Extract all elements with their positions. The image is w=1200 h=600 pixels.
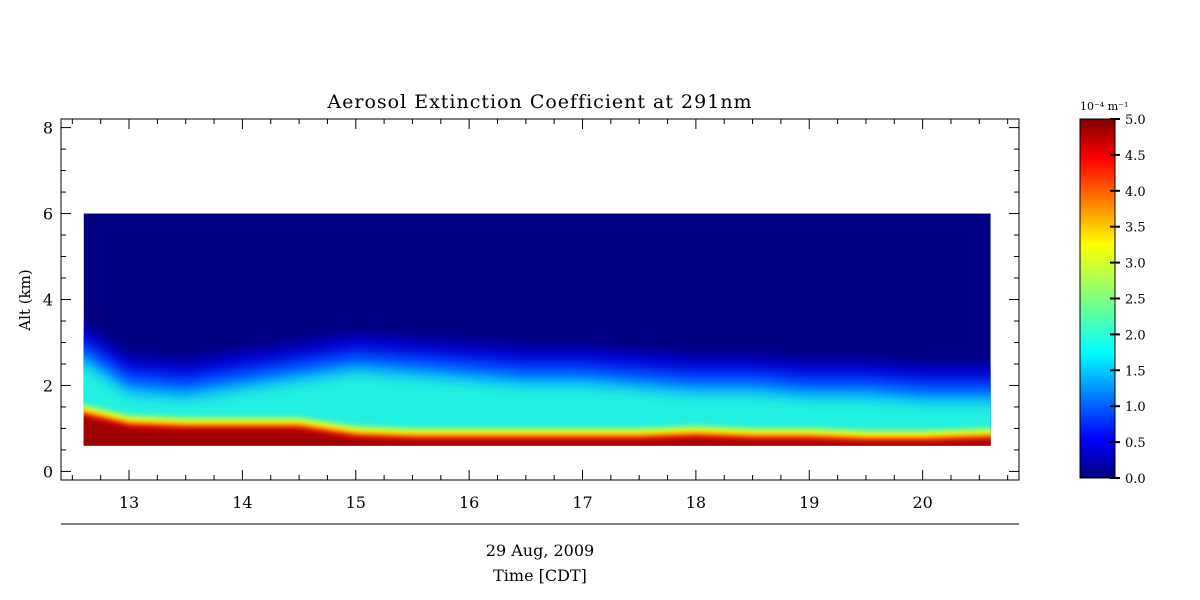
colorbar-tick-label: 2.5 [1125,293,1146,308]
x-tick-label: 14 [232,493,252,512]
colorbar-tick-label: 4.5 [1125,149,1146,164]
colorbar-tick-label: 3.5 [1125,221,1146,236]
y-tick-label: 4 [43,291,53,310]
colorbar-gradient [1079,118,1116,479]
colorbar-tick-label: 1.5 [1125,364,1146,379]
colorbar-unit-label: 10⁻⁴ m⁻¹ [1080,100,1128,113]
y-axis-label: Alt (km) [16,269,34,331]
x-tick-label: 19 [799,493,819,512]
colorbar-tick-label: 3.0 [1125,257,1146,272]
colorbar: 10⁻⁴ m⁻¹ 0.0 0.5 1.0 1.5 2.0 2.5 3.0 3.5 4.0 4.5 5… [1079,100,1146,487]
date-label: 29 Aug, 2009 [486,541,594,560]
heatmap-band-darkred [83,417,991,446]
colorbar-tick-label: 4.0 [1125,185,1146,200]
y-tick-label: 0 [43,462,53,481]
heatmap-field [83,213,991,446]
x-axis-label: Time [CDT] [493,566,587,585]
colorbar-tick-label: 2.0 [1125,328,1146,343]
x-tick-label: 13 [119,493,139,512]
colorbar-tick-label: 5.0 [1125,113,1146,128]
chart-title: Aerosol Extinction Coefficient at 291nm [326,91,752,113]
colorbar-tick-label: 1.0 [1125,400,1146,415]
x-tick-label: 15 [346,493,366,512]
y-tick-label: 8 [43,119,53,138]
x-tick-label: 20 [912,493,932,512]
x-axis-ticks: 13 14 15 16 17 18 19 20 [71,119,1009,512]
colorbar-tick-label: 0.5 [1125,436,1146,451]
colorbar-tick-label: 0.0 [1125,472,1146,487]
y-tick-label: 6 [43,205,53,224]
x-tick-label: 18 [686,493,706,512]
colorbar-ticks: 0.0 0.5 1.0 1.5 2.0 2.5 3.0 3.5 4.0 4.5 5.0 [1110,113,1146,487]
y-tick-label: 2 [43,376,53,395]
x-tick-label: 16 [459,493,479,512]
x-tick-label: 17 [572,493,592,512]
y-axis-ticks: 0 2 4 6 8 [43,119,1019,481]
